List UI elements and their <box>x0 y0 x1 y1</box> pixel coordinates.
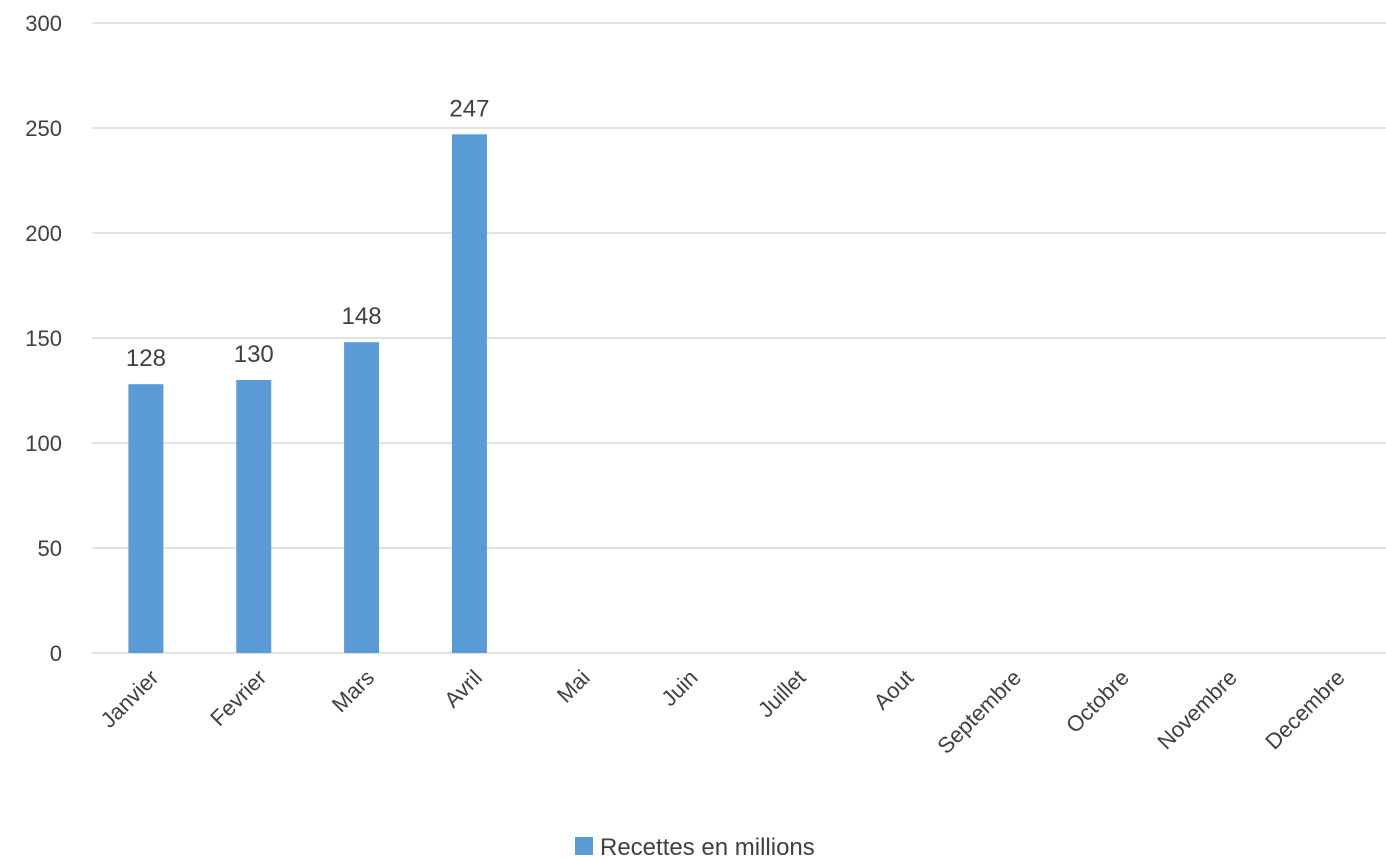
y-tick-label: 300 <box>25 11 62 36</box>
data-label: 128 <box>126 345 166 372</box>
y-tick-label: 100 <box>25 431 62 456</box>
x-tick-label: Octobre <box>1061 665 1134 738</box>
bar <box>451 134 487 654</box>
legend-swatch <box>575 837 593 855</box>
x-axis-ticks: Janvier Fevrier Mars Avril Mai Juin Juillet Aou… <box>96 665 1350 759</box>
legend-label: Recettes en millions <box>600 834 815 858</box>
data-label: 247 <box>449 95 489 122</box>
y-tick-label: 150 <box>25 326 62 351</box>
data-labels: 128 130 148 247 <box>126 95 490 372</box>
x-tick-label: Novembre <box>1152 665 1241 754</box>
bar <box>344 342 380 653</box>
data-label: 130 <box>234 341 274 368</box>
x-tick-label: Mai <box>552 665 595 708</box>
y-tick-label: 250 <box>25 116 62 141</box>
x-tick-label: Juillet <box>753 665 810 722</box>
x-tick-label: Mars <box>327 665 379 717</box>
data-label: 148 <box>342 303 382 330</box>
y-tick-label: 0 <box>50 641 62 666</box>
legend: Recettes en millions <box>575 834 815 858</box>
x-tick-label: Aout <box>869 665 919 715</box>
x-tick-label: Septembre <box>932 665 1026 759</box>
y-tick-label: 200 <box>25 221 62 246</box>
x-tick-label: Janvier <box>96 665 164 733</box>
bars <box>128 134 487 654</box>
bar <box>236 380 272 653</box>
x-tick-label: Fevrier <box>205 665 271 731</box>
x-tick-label: Avril <box>439 665 487 713</box>
y-axis-ticks: 0 50 100 150 200 250 300 <box>25 11 62 666</box>
gridlines <box>92 22 1386 654</box>
bar <box>128 384 164 653</box>
x-tick-label: Decembre <box>1260 665 1349 754</box>
x-tick-label: Juin <box>656 665 702 711</box>
y-tick-label: 50 <box>38 536 62 561</box>
